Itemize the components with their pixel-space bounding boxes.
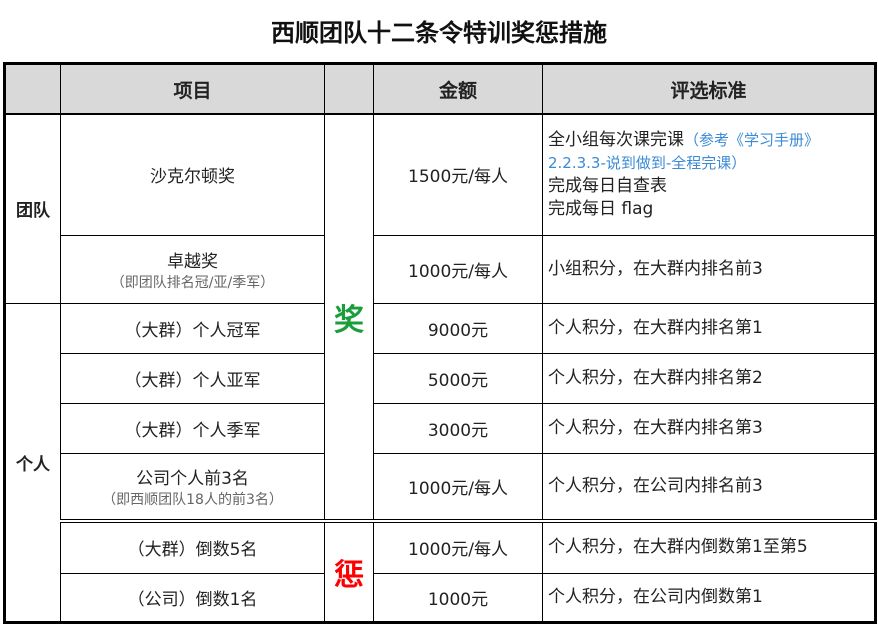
item: 公司个人前3名 （即西顺团队18人的前3名）	[60, 452, 325, 522]
amount: 5000元	[373, 352, 543, 404]
header-item: 项目	[60, 63, 325, 115]
page-title: 西顺团队十二条令特训奖惩措施	[271, 19, 607, 47]
amount: 1000元/每人	[373, 452, 543, 522]
table-row: （大群）倒数5名 惩 1000元/每人 个人积分，在大群内倒数第1至第5	[5, 519, 876, 623]
criteria-note: （参考《学习手册》2.2.3.3-说到做到-全程完课）	[548, 130, 820, 172]
amount: 1000元/每人	[373, 519, 543, 574]
amount: 9000元	[373, 302, 543, 354]
category-team: 团队	[4, 113, 61, 304]
table-row: （大群）个人季军 3000元 个人积分，在大群内排名第3	[5, 402, 876, 454]
item-note: （即西顺团队18人的前3名）	[102, 491, 283, 508]
amount: 3000元	[373, 402, 543, 454]
header-blank-type	[324, 63, 374, 115]
item: 卓越奖 （即团队排名冠/亚/季军）	[60, 234, 325, 304]
header-blank	[4, 63, 61, 115]
item-label: 卓越奖	[167, 251, 218, 272]
reward-penalty-table: 项目 金额 评选标准 团队 沙克尔顿奖 奖 1500元/每人 全小组每次课完课（…	[3, 62, 877, 624]
criteria: 小组积分，在大群内排名前3	[542, 234, 876, 304]
item: （公司）倒数1名	[60, 572, 325, 623]
table-row: 卓越奖 （即团队排名冠/亚/季军） 1000元/每人 小组积分，在大群内排名前3	[5, 234, 876, 304]
table-row: 团队 沙克尔顿奖 奖 1500元/每人 全小组每次课完课（参考《学习手册》2.2…	[4, 113, 876, 522]
reward-label: 奖	[324, 113, 374, 522]
item: （大群）个人季军	[60, 402, 325, 454]
header-row: 项目 金额 评选标准	[4, 63, 876, 115]
criteria: 个人积分，在大群内排名第1	[542, 302, 876, 354]
criteria: 个人积分，在大群内倒数第1至第5	[542, 519, 876, 574]
table-row: 个人 （大群）个人冠军 9000元 个人积分，在大群内排名第1	[4, 302, 876, 623]
criteria: 个人积分，在大群内排名第2	[542, 352, 876, 404]
item: （大群）倒数5名	[60, 519, 325, 574]
item: 沙克尔顿奖	[60, 113, 325, 236]
criteria: 个人积分，在大群内排名第3	[542, 402, 876, 454]
item: （大群）个人亚军	[60, 352, 325, 404]
penalty-label: 惩	[324, 519, 374, 623]
table-row: （公司）倒数1名 1000元 个人积分，在公司内倒数第1	[5, 572, 876, 623]
item: （大群）个人冠军	[60, 302, 325, 354]
header-criteria: 评选标准	[542, 63, 876, 115]
category-individual: 个人	[4, 302, 61, 623]
criteria-line: 完成每日自查表	[548, 175, 667, 196]
amount: 1500元/每人	[373, 113, 543, 236]
criteria: 个人积分，在公司内排名前3	[542, 452, 876, 522]
criteria-line: 全小组每次课完课	[548, 129, 684, 150]
item-label: 公司个人前3名	[136, 468, 249, 489]
amount: 1000元	[373, 572, 543, 623]
amount: 1000元/每人	[373, 234, 543, 304]
criteria-line: 完成每日 flag	[548, 198, 654, 219]
header-amount: 金额	[373, 63, 543, 115]
criteria: 全小组每次课完课（参考《学习手册》2.2.3.3-说到做到-全程完课） 完成每日…	[542, 113, 876, 236]
table-row: 公司个人前3名 （即西顺团队18人的前3名） 1000元/每人 个人积分，在公司内…	[5, 452, 876, 522]
criteria: 个人积分，在公司内倒数第1	[542, 572, 876, 623]
item-note: （即团队排名冠/亚/季军）	[110, 274, 275, 291]
table-row: （大群）个人亚军 5000元 个人积分，在大群内排名第2	[5, 352, 876, 404]
